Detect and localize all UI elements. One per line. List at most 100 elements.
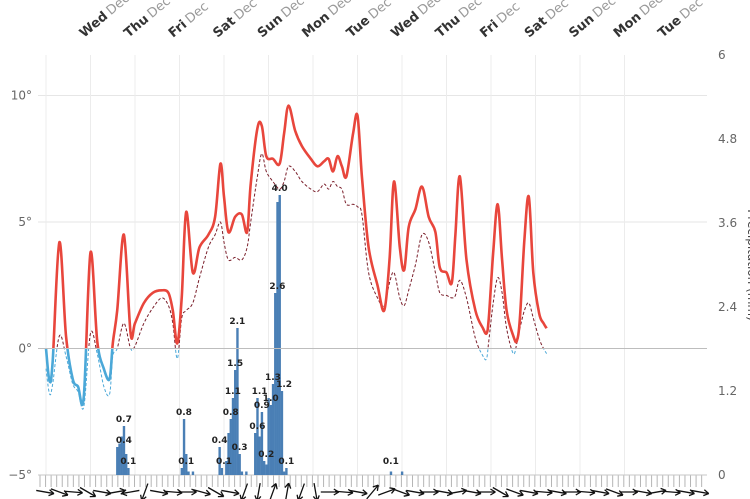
precipitation-label: 0.4 <box>116 436 132 446</box>
wind-arrow <box>605 488 624 497</box>
wind-arrow-shaft <box>392 488 410 496</box>
wind-arrow-head <box>403 490 410 497</box>
dew-point-line-cold <box>45 348 548 410</box>
wind-arrow-shaft <box>605 488 624 496</box>
precipitation-label: 0.1 <box>178 457 194 467</box>
wind-arrow-shaft <box>64 490 83 494</box>
precipitation-label: 0.1 <box>278 457 294 467</box>
wind-arrow-shaft <box>406 489 425 495</box>
wind-arrow-shaft <box>36 489 55 495</box>
wind-arrow-shaft <box>662 490 681 494</box>
precipitation-bar <box>116 447 119 475</box>
day-label: SatDec <box>210 0 260 41</box>
dew-point-series <box>45 153 548 410</box>
precipitation-label: 0.3 <box>232 443 248 453</box>
precipitation-bar <box>120 436 123 475</box>
day-name: Mon <box>611 10 644 41</box>
precipitation-label: 0.8 <box>176 408 192 418</box>
temperature-tick-label: 0° <box>18 342 32 356</box>
precipitation-label: 1.1 <box>225 387 241 397</box>
day-name: Thu <box>121 12 152 41</box>
precipitation-bar <box>245 471 248 475</box>
precipitation-bar <box>238 454 241 475</box>
wind-arrow-shaft <box>366 484 379 499</box>
wind-arrow-shaft <box>79 486 96 498</box>
dew-point-line <box>56 153 545 349</box>
precipitation-bars <box>116 195 404 475</box>
day-month: Dec <box>677 0 706 23</box>
precipitation-bar <box>240 471 244 475</box>
wind-arrow-head <box>603 489 610 497</box>
precipitation-bar <box>278 195 281 475</box>
precipitation-bar <box>182 419 186 475</box>
wind-arrow-head <box>703 489 710 497</box>
wind-arrow <box>64 488 83 496</box>
day-name: Mon <box>299 10 332 41</box>
day-month: Dec <box>183 0 212 27</box>
wind-arrow-shaft <box>121 489 140 495</box>
precipitation-label: 2.1 <box>229 317 245 327</box>
day-month: Dec <box>543 0 572 23</box>
wind-arrow-head <box>271 483 278 490</box>
wind-arrow-shaft <box>313 483 318 499</box>
wind-arrow-head <box>204 489 211 497</box>
wind-arrow <box>207 486 225 498</box>
precipitation-bar <box>254 433 257 475</box>
wind-arrow-head <box>217 491 225 498</box>
precipitation-label: 0.1 <box>120 457 136 467</box>
precipitation-label: 0.9 <box>254 401 270 411</box>
wind-arrow <box>79 486 97 498</box>
day-name: Tue <box>344 13 373 41</box>
temperature-tick-label: 5° <box>18 215 32 229</box>
wind-arrow-shaft <box>378 488 396 496</box>
day-name: Sat <box>522 14 550 41</box>
precipitation-bar <box>227 433 230 475</box>
wind-arrow <box>378 487 396 496</box>
day-label: ThuDec <box>121 0 173 41</box>
precipitation-axis: 6 4.8 3.6 2.4 1.2 0 <box>718 48 737 482</box>
day-month: Dec <box>590 0 619 21</box>
wind-arrow-head <box>233 489 240 497</box>
day-name: Sun <box>255 12 286 41</box>
wind-arrow <box>121 489 140 497</box>
wind-arrow <box>492 486 509 498</box>
precipitation-bar <box>234 370 237 475</box>
wind-arrow-shaft <box>284 483 290 499</box>
precipitation-label: 0.8 <box>223 408 239 418</box>
precipitation-bar <box>118 443 121 475</box>
day-name: Wed <box>388 9 422 41</box>
wind-arrow <box>269 483 278 499</box>
wind-arrow-shaft <box>676 489 695 495</box>
precipitation-label: 2.6 <box>269 282 285 292</box>
precipitation-label: 0.2 <box>258 450 274 460</box>
wind-arrow-head <box>617 490 624 497</box>
precipitation-bar <box>271 384 275 475</box>
day-month: Dec <box>145 0 174 22</box>
wind-arrow <box>591 489 610 497</box>
temperature-tick-label: −5° <box>8 468 32 482</box>
wind-arrow-shaft <box>107 489 126 495</box>
wind-arrow-shaft <box>548 489 567 495</box>
wind-arrow-shaft <box>221 489 240 495</box>
wind-arrow <box>36 489 55 497</box>
wind-arrow <box>506 488 524 497</box>
wind-arrow-shaft <box>576 490 596 494</box>
precipitation-label: 1.1 <box>252 387 268 397</box>
wind-arrow-shaft <box>534 490 553 494</box>
temperature-tick-label: 10° <box>11 89 32 103</box>
precipitation-axis-title-group: Precipitation (mm) <box>745 209 750 321</box>
day-month: Dec <box>104 0 133 19</box>
day-name: Thu <box>433 12 464 41</box>
wind-arrow-head <box>121 489 128 497</box>
temperature-series <box>44 104 548 407</box>
wind-arrow <box>284 482 292 499</box>
day-label: WedDec <box>77 0 133 41</box>
wind-arrow <box>150 489 169 497</box>
wind-arrow-shaft <box>192 489 211 495</box>
wind-arrow-shaft <box>463 489 482 495</box>
day-label: SunDec <box>566 0 619 41</box>
wind-arrow-head <box>284 482 292 489</box>
precipitation-label: 0.6 <box>249 422 265 432</box>
precipitation-bar <box>236 328 239 475</box>
